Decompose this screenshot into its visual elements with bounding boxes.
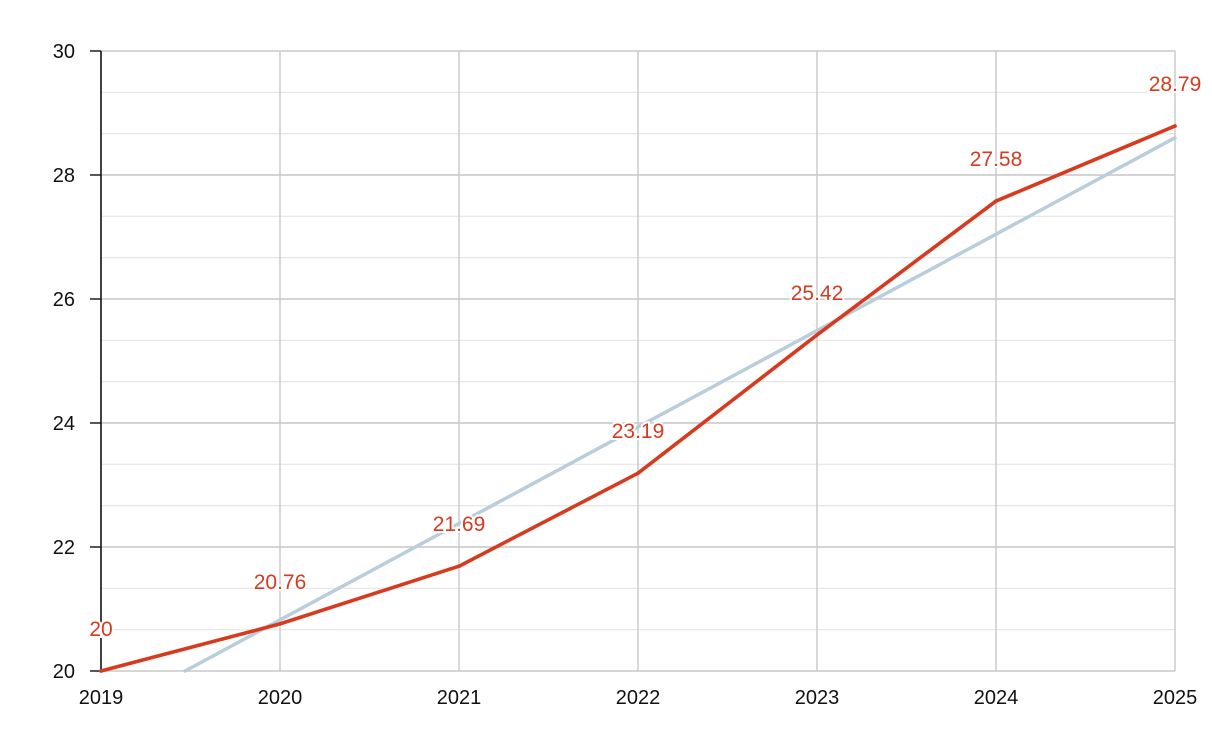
x-tick-label: 2019 [79,687,124,709]
data-labels: 20 20.76 21.69 23.19 25.42 27.58 28.79 [87,71,1203,643]
y-tick-label: 30 [53,41,75,63]
y-tick-label: 22 [53,537,75,559]
data-point [457,564,461,569]
data-label: 27.58 [970,148,1023,171]
trendline-layer [183,136,1177,673]
data-label: 20.76 [254,571,307,594]
data-label: 21.69 [433,513,486,536]
x-tick-label: 2021 [437,687,482,709]
major-gridlines [101,50,1176,671]
y-tick-label: 26 [53,289,75,311]
trendline [183,136,1177,673]
x-tick-label: 2020 [258,687,303,709]
axes [90,50,1175,672]
x-tick-label: 2023 [795,687,840,709]
y-tick-label: 24 [53,413,75,435]
data-label: 20 [89,618,112,641]
data-point [636,471,640,476]
data-point [99,669,103,673]
x-tick-label: 2024 [974,687,1019,709]
data-point [815,333,819,337]
x-tick-label: 2025 [1153,687,1198,709]
y-tick-label: 28 [53,165,75,187]
data-point [278,622,282,626]
data-point [1173,124,1177,128]
data-label: 25.42 [791,282,844,305]
data-point [994,199,998,203]
data-label: 23.19 [612,420,665,443]
y-tick-label: 20 [53,661,75,683]
series-layer [99,124,1177,673]
data-label: 28.79 [1149,73,1202,96]
x-tick-label: 2022 [616,687,661,709]
